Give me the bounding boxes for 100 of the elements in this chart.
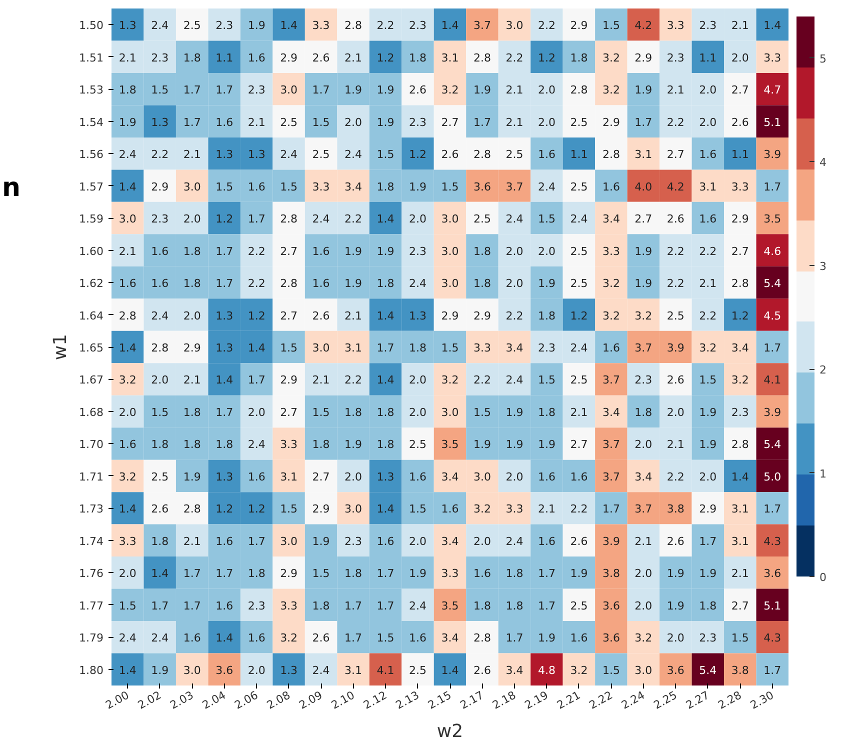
data-label: 2.0 (344, 470, 362, 484)
x-tick-label: 2.30 (748, 688, 776, 712)
data-label: 3.1 (344, 664, 362, 677)
y-tick-label: 1.64 (79, 309, 104, 322)
data-label: 1.6 (248, 180, 266, 194)
data-label: 1.8 (409, 342, 427, 354)
data-label: 1.5 (280, 180, 298, 194)
data-label: 2.2 (248, 244, 266, 258)
data-label: 1.5 (312, 116, 330, 129)
data-label: 2.6 (409, 84, 427, 97)
data-label: 1.5 (602, 664, 620, 677)
data-label: 5.4 (764, 277, 782, 290)
color-bar-label: 4 (820, 156, 826, 170)
data-label: 2.2 (344, 374, 362, 387)
data-label: 1.9 (118, 116, 136, 129)
data-label: 2.7 (666, 148, 684, 162)
data-label: 2.3 (409, 116, 427, 129)
data-label: 1.7 (764, 342, 782, 354)
data-label: 2.0 (634, 438, 652, 452)
data-label: 2.8 (473, 148, 491, 162)
data-label: 2.3 (699, 19, 717, 32)
data-label: 3.4 (441, 470, 459, 484)
data-label: 2.4 (570, 212, 588, 226)
data-label: 2.4 (151, 632, 169, 645)
data-label: 1.5 (312, 567, 330, 580)
data-label: 2.8 (183, 502, 201, 516)
data-label: 3.0 (506, 19, 524, 32)
data-label: 1.9 (312, 534, 330, 548)
data-label: 2.1 (183, 374, 201, 387)
data-label: 1.7 (376, 599, 394, 612)
data-label: 1.7 (216, 406, 234, 419)
data-label: 2.7 (441, 116, 459, 129)
data-label: 1.9 (634, 277, 652, 290)
data-label: 2.4 (312, 664, 330, 677)
x-tick-label: 2.12 (361, 688, 390, 712)
data-label: 4.0 (634, 180, 652, 194)
x-tick-label: 2.02 (136, 688, 164, 712)
data-label: 1.5 (441, 342, 459, 354)
data-label: 1.8 (506, 599, 524, 612)
data-label: 3.2 (731, 374, 749, 387)
data-label: 3.3 (280, 438, 298, 452)
data-label: 1.5 (216, 180, 234, 194)
data-label: 4.2 (666, 180, 684, 194)
data-label: 1.7 (216, 277, 234, 290)
data-label: 3.0 (441, 406, 459, 419)
data-label: 2.4 (344, 148, 362, 162)
data-label: 3.2 (441, 374, 459, 387)
data-label: 1.6 (248, 470, 266, 484)
data-label: 1.8 (473, 599, 491, 612)
data-label: 3.4 (441, 534, 459, 548)
y-tick-label: 1.56 (79, 148, 104, 162)
data-label: 1.8 (376, 277, 394, 290)
data-label: 3.3 (473, 342, 491, 354)
data-label: 2.8 (280, 277, 298, 290)
data-label: 1.8 (248, 567, 266, 580)
data-label: 2.2 (666, 470, 684, 484)
data-label: 2.5 (570, 180, 588, 194)
data-label: 2.5 (473, 212, 491, 226)
data-label: 3.2 (634, 632, 652, 645)
data-label: 3.8 (666, 502, 684, 516)
data-label: 2.2 (666, 116, 684, 129)
data-label: 1.2 (409, 148, 427, 162)
data-label: 1.9 (506, 406, 524, 419)
data-label: 3.9 (764, 406, 782, 419)
data-label: 1.8 (409, 51, 427, 64)
color-bar-label: 0 (820, 571, 826, 584)
data-label: 3.3 (602, 244, 620, 258)
data-label: 2.0 (699, 116, 717, 129)
color-bar-label: 3 (820, 260, 826, 273)
data-label: 2.8 (344, 19, 362, 32)
data-label: 2.5 (506, 148, 524, 162)
data-label: 2.4 (280, 148, 298, 162)
y-tick-label: 1.80 (79, 664, 104, 677)
data-label: 1.8 (570, 51, 588, 64)
data-label: 2.2 (666, 244, 684, 258)
data-label: 2.8 (602, 148, 620, 162)
data-label: 1.9 (344, 244, 362, 258)
data-label: 1.6 (602, 180, 620, 194)
data-label: 1.7 (376, 342, 394, 354)
data-label: 3.1 (731, 534, 749, 548)
data-label: 3.7 (634, 342, 652, 354)
data-label: 1.8 (473, 277, 491, 290)
data-label: 3.6 (666, 664, 684, 677)
data-label: 1.2 (248, 502, 266, 516)
data-label: 2.8 (280, 212, 298, 226)
y-tick-label: 1.62 (79, 277, 104, 290)
data-label: 1.8 (183, 51, 201, 64)
data-label: 2.5 (570, 244, 588, 258)
data-label: 1.1 (699, 51, 717, 64)
y-tick-label: 1.60 (79, 244, 104, 258)
x-tick-label: 2.13 (394, 688, 422, 712)
data-label: 2.3 (634, 374, 652, 387)
y-tick-label: 1.73 (79, 502, 104, 516)
x-tick-label: 2.09 (296, 688, 325, 712)
data-label: 1.4 (731, 470, 749, 484)
data-label: 4.3 (764, 534, 782, 548)
data-label: 3.3 (312, 19, 330, 32)
data-label: 1.7 (248, 212, 266, 226)
data-label: 1.7 (216, 244, 234, 258)
data-label: 1.7 (634, 116, 652, 129)
